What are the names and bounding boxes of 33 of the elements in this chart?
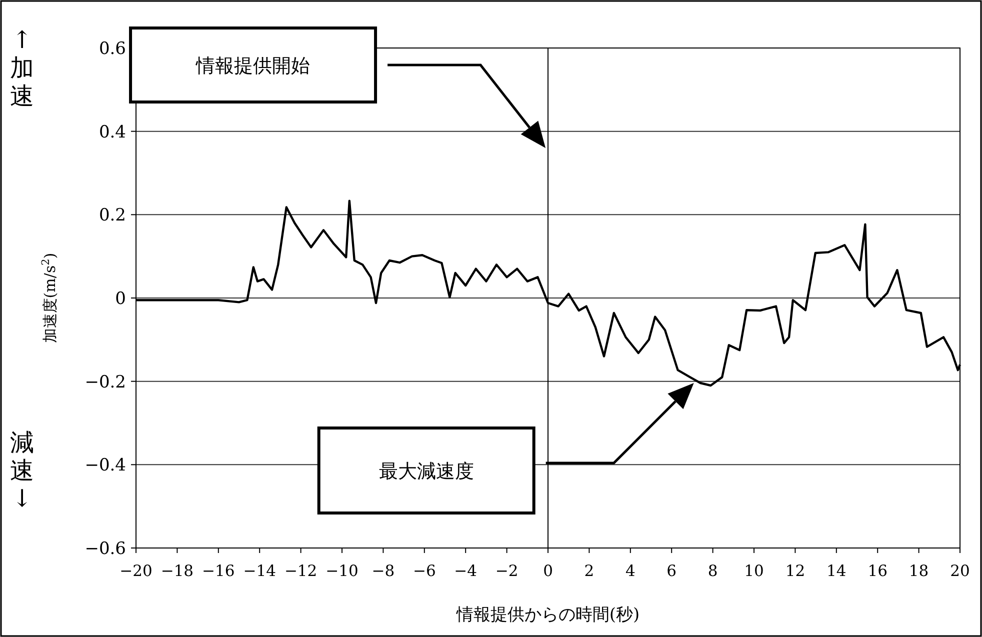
x-tick-label: −18 (160, 562, 194, 580)
x-tick-label: −2 (495, 562, 518, 580)
annotation: 最大減速度 (378, 460, 474, 482)
x-tick-label: −8 (372, 562, 395, 580)
x-tick-label: 2 (584, 562, 594, 580)
x-tick-label: 14 (826, 562, 846, 580)
x-axis-title: 情報提供からの時間(秒) (455, 605, 640, 625)
y-tick-label: −0.2 (84, 372, 126, 392)
y-tick-label: 0.4 (98, 122, 126, 142)
y-tick-label: −0.6 (84, 539, 126, 559)
y-tick-label: 0 (115, 289, 126, 309)
x-tick-label: 10 (744, 562, 764, 580)
x-tick-label: −4 (454, 562, 478, 580)
x-tick-label: 8 (708, 562, 718, 580)
x-tick-label: −16 (202, 562, 235, 580)
x-tick-label: 20 (950, 562, 970, 580)
x-tick-label: −14 (243, 562, 276, 580)
x-tick-label: −10 (326, 562, 358, 580)
annotation: 情報提供開始 (195, 55, 310, 77)
x-tick-label: −20 (120, 562, 152, 580)
y-tick-label: −0.4 (84, 456, 126, 476)
y-tick-label: 0.2 (98, 206, 126, 226)
x-tick-label: 0 (543, 562, 553, 580)
x-tick-label: 6 (666, 562, 677, 580)
x-tick-label: 18 (908, 562, 929, 580)
x-tick-label: 4 (625, 562, 636, 580)
x-tick-label: 16 (868, 562, 888, 580)
x-tick-label: −12 (284, 562, 318, 580)
text: ↑加速 (10, 26, 34, 110)
x-tick-label: 12 (785, 562, 806, 580)
x-tick-label: −6 (412, 562, 436, 580)
y-tick-label: 0.6 (98, 39, 126, 59)
text: 減速↓ (10, 428, 34, 513)
